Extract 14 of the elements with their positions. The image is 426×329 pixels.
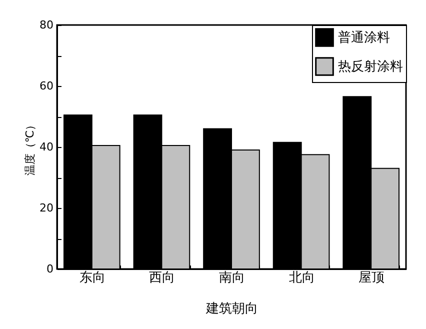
y-tick-label: 60 — [40, 80, 54, 92]
legend-label: 热反射涂料 — [338, 60, 403, 74]
x-axis-title: 建筑朝向 — [205, 302, 258, 316]
legend-label: 普通涂料 — [338, 30, 390, 46]
x-tick-label: 屋顶 — [358, 270, 385, 286]
y-tick-label: 20 — [40, 202, 54, 214]
y-axis-title: 温度（℃） — [24, 119, 37, 176]
x-tick-label: 南向 — [219, 270, 245, 286]
y-tick-label: 40 — [40, 140, 54, 154]
y-tick-label: 80 — [40, 18, 54, 32]
x-tick-label: 西向 — [149, 270, 176, 286]
x-tick-label: 北向 — [288, 270, 315, 286]
y-tick-label: 0 — [46, 262, 54, 276]
x-tick-label: 东向 — [79, 270, 106, 286]
